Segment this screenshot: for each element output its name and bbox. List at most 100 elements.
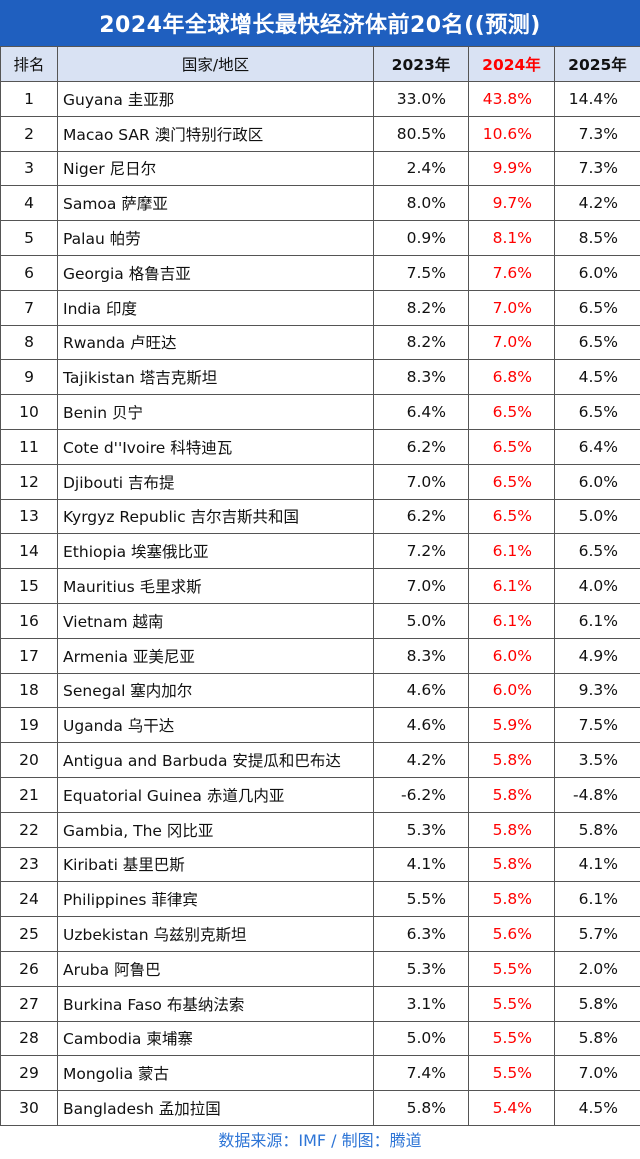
- rank-cell: 30: [0, 1090, 58, 1126]
- country-cell: Equatorial Guinea 赤道几内亚: [57, 776, 374, 813]
- country-cell: Senegal 塞内加尔: [57, 672, 374, 709]
- source-note: 数据来源：IMF / 制图：腾道: [218, 1131, 422, 1150]
- rank-cell: 23: [0, 846, 58, 883]
- country-cell: Vietnam 越南: [57, 602, 374, 639]
- column-header-2023: 2023年: [373, 46, 469, 82]
- table-row: 11 Cote d''Ivoire 科特迪瓦 6.2% 6.5% 6.4%: [0, 428, 640, 465]
- value-2024-cell: 5.4%: [468, 1090, 555, 1126]
- table-row: 3 Niger 尼日尔 2.4% 9.9% 7.3%: [0, 150, 640, 187]
- table-row: 29 Mongolia 蒙古 7.4% 5.5% 7.0%: [0, 1055, 640, 1092]
- value-2025-cell: -4.8%: [554, 776, 640, 813]
- country-cell: Mauritius 毛里求斯: [57, 568, 374, 604]
- table-row: 1 Guyana 圭亚那 33.0% 43.8% 14.4%: [0, 81, 640, 117]
- value-2024-cell: 8.1%: [468, 220, 555, 256]
- country-cell: Georgia 格鲁吉亚: [57, 254, 374, 291]
- value-2025-cell: 5.8%: [554, 1020, 640, 1057]
- value-2023-cell: 7.5%: [373, 254, 469, 291]
- table-row: 24 Philippines 菲律宾 5.5% 5.8% 6.1%: [0, 881, 640, 918]
- value-2025-cell: 4.5%: [554, 359, 640, 396]
- value-2025-cell: 5.7%: [554, 916, 640, 952]
- value-2023-cell: 6.4%: [373, 394, 469, 430]
- value-2025-cell: 7.5%: [554, 707, 640, 744]
- column-header-rank: 排名: [0, 46, 58, 82]
- table-title: 2024年全球增长最快经济体前20名((预测): [0, 0, 640, 46]
- value-2025-cell: 3.5%: [554, 742, 640, 778]
- value-2023-cell: 7.2%: [373, 533, 469, 570]
- rank-cell: 29: [0, 1055, 58, 1092]
- value-2024-cell: 6.1%: [468, 602, 555, 639]
- value-2024-cell: 6.5%: [468, 428, 555, 465]
- value-2025-cell: 5.8%: [554, 811, 640, 848]
- rank-cell: 13: [0, 498, 58, 535]
- country-cell: Bangladesh 孟加拉国: [57, 1090, 374, 1126]
- country-cell: Armenia 亚美尼亚: [57, 637, 374, 674]
- table-row: 25 Uzbekistan 乌兹别克斯坦 6.3% 5.6% 5.7%: [0, 916, 640, 952]
- country-cell: Djibouti 吉布提: [57, 463, 374, 500]
- value-2023-cell: 7.4%: [373, 1055, 469, 1092]
- value-2025-cell: 9.3%: [554, 672, 640, 709]
- value-2024-cell: 5.6%: [468, 916, 555, 952]
- value-2025-cell: 7.0%: [554, 1055, 640, 1092]
- value-2023-cell: 6.3%: [373, 916, 469, 952]
- country-cell: Tajikistan 塔吉克斯坦: [57, 359, 374, 396]
- value-2024-cell: 7.6%: [468, 254, 555, 291]
- column-header-2024: 2024年: [468, 46, 555, 82]
- value-2023-cell: 5.3%: [373, 811, 469, 848]
- value-2025-cell: 7.3%: [554, 150, 640, 187]
- value-2025-cell: 4.2%: [554, 185, 640, 222]
- country-cell: Burkina Faso 布基纳法索: [57, 985, 374, 1022]
- value-2023-cell: 7.0%: [373, 463, 469, 500]
- value-2024-cell: 10.6%: [468, 115, 555, 152]
- value-2025-cell: 6.5%: [554, 394, 640, 430]
- value-2025-cell: 6.0%: [554, 463, 640, 500]
- table-row: 14 Ethiopia 埃塞俄比亚 7.2% 6.1% 6.5%: [0, 533, 640, 570]
- rank-cell: 3: [0, 150, 58, 187]
- value-2023-cell: 7.0%: [373, 568, 469, 604]
- table-row: 6 Georgia 格鲁吉亚 7.5% 7.6% 6.0%: [0, 254, 640, 291]
- value-2023-cell: 4.6%: [373, 672, 469, 709]
- table-row: 7 India 印度 8.2% 7.0% 6.5%: [0, 289, 640, 326]
- value-2025-cell: 6.0%: [554, 254, 640, 291]
- rank-cell: 27: [0, 985, 58, 1022]
- value-2025-cell: 6.5%: [554, 324, 640, 361]
- value-2025-cell: 6.4%: [554, 428, 640, 465]
- rank-cell: 19: [0, 707, 58, 744]
- value-2023-cell: 8.3%: [373, 359, 469, 396]
- value-2023-cell: 0.9%: [373, 220, 469, 256]
- value-2023-cell: 6.2%: [373, 498, 469, 535]
- value-2024-cell: 6.0%: [468, 637, 555, 674]
- value-2025-cell: 5.0%: [554, 498, 640, 535]
- value-2023-cell: 5.0%: [373, 1020, 469, 1057]
- value-2023-cell: 8.2%: [373, 324, 469, 361]
- table-row: 20 Antigua and Barbuda 安提瓜和巴布达 4.2% 5.8% 3.5…: [0, 742, 640, 778]
- value-2023-cell: 4.1%: [373, 846, 469, 883]
- country-cell: Niger 尼日尔: [57, 150, 374, 187]
- value-2024-cell: 5.5%: [468, 1055, 555, 1092]
- country-cell: Rwanda 卢旺达: [57, 324, 374, 361]
- value-2023-cell: 2.4%: [373, 150, 469, 187]
- value-2023-cell: 5.3%: [373, 950, 469, 987]
- country-cell: Cambodia 柬埔寨: [57, 1020, 374, 1057]
- table-row: 15 Mauritius 毛里求斯 7.0% 6.1% 4.0%: [0, 568, 640, 604]
- value-2024-cell: 43.8%: [468, 81, 555, 117]
- table-row: 12 Djibouti 吉布提 7.0% 6.5% 6.0%: [0, 463, 640, 500]
- rank-cell: 10: [0, 394, 58, 430]
- value-2023-cell: 4.6%: [373, 707, 469, 744]
- value-2024-cell: 9.9%: [468, 150, 555, 187]
- value-2024-cell: 5.5%: [468, 950, 555, 987]
- rank-cell: 9: [0, 359, 58, 396]
- country-cell: Cote d''Ivoire 科特迪瓦: [57, 428, 374, 465]
- country-cell: Guyana 圭亚那: [57, 81, 374, 117]
- rank-cell: 22: [0, 811, 58, 848]
- rank-cell: 12: [0, 463, 58, 500]
- rank-cell: 8: [0, 324, 58, 361]
- country-cell: Kiribati 基里巴斯: [57, 846, 374, 883]
- country-cell: Uzbekistan 乌兹别克斯坦: [57, 916, 374, 952]
- rank-cell: 26: [0, 950, 58, 987]
- rank-cell: 1: [0, 81, 58, 117]
- value-2024-cell: 6.5%: [468, 498, 555, 535]
- rank-cell: 11: [0, 428, 58, 465]
- table-row: 26 Aruba 阿鲁巴 5.3% 5.5% 2.0%: [0, 950, 640, 987]
- rank-cell: 15: [0, 568, 58, 604]
- value-2024-cell: 5.9%: [468, 707, 555, 744]
